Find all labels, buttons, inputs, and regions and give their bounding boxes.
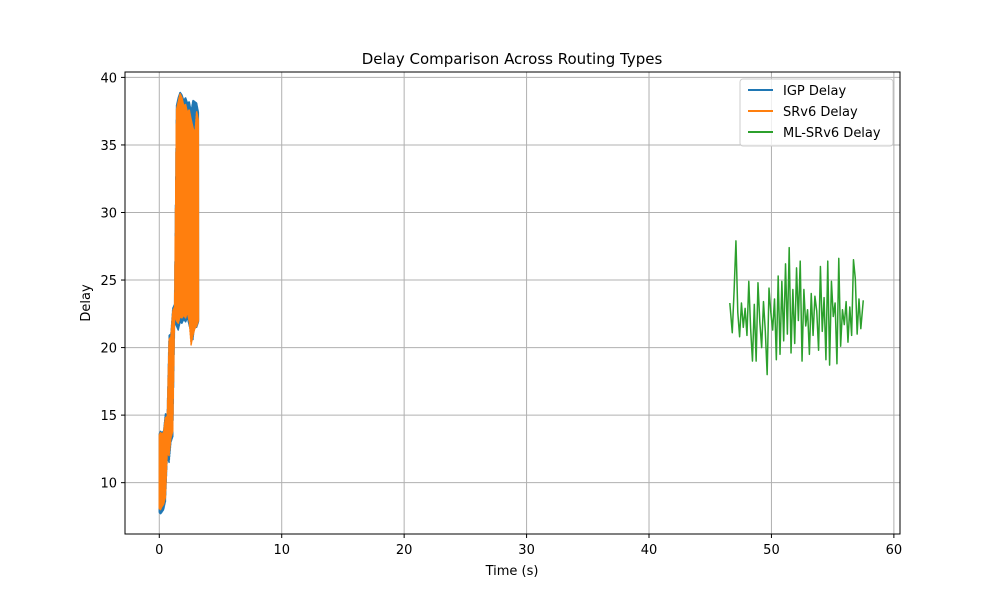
y-tick-label: 25 (100, 274, 117, 289)
series-line-1 (158, 93, 200, 511)
x-tick-label: 50 (763, 543, 780, 558)
legend-label-srv6: SRv6 Delay (783, 105, 858, 120)
legend: IGP Delay SRv6 Delay ML-SRv6 Delay (739, 78, 894, 147)
series-layer (158, 91, 865, 515)
x-tick-label: 10 (273, 543, 290, 558)
legend-label-ml-srv6: ML-SRv6 Delay (783, 126, 881, 141)
y-tick-label: 30 (100, 206, 117, 221)
grid-lines (125, 72, 900, 534)
x-axis-label: Time (s) (485, 564, 539, 579)
x-tick-label: 20 (396, 543, 413, 558)
legend-box (739, 78, 894, 147)
x-tick-label: 60 (886, 543, 903, 558)
plot-frame (124, 71, 901, 535)
y-axis-ticks: 10 15 20 25 30 35 40 (100, 71, 125, 492)
y-axis-label: Delay (79, 284, 94, 322)
y-tick-label: 20 (100, 342, 117, 357)
y-tick-label: 35 (100, 139, 117, 154)
chart-title: Delay Comparison Across Routing Types (362, 50, 663, 68)
x-tick-label: 30 (518, 543, 535, 558)
x-axis-ticks: 0 10 20 30 40 50 60 (155, 534, 902, 558)
y-tick-label: 40 (100, 71, 117, 86)
legend-label-igp: IGP Delay (783, 84, 846, 99)
y-tick-label: 10 (100, 477, 117, 492)
x-tick-label: 40 (641, 543, 658, 558)
series-line-2 (729, 240, 865, 376)
x-tick-label: 0 (155, 543, 163, 558)
y-tick-label: 15 (100, 409, 117, 424)
